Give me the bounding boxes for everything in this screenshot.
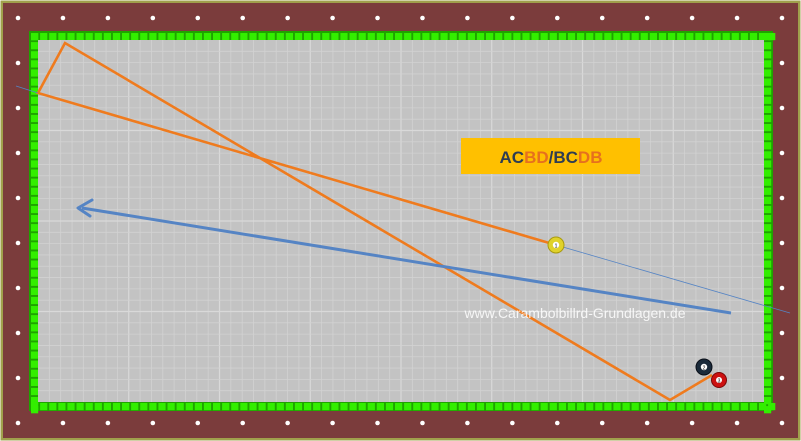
watermark-text: www.Carambolbillrd-Grundlagen.de — [464, 305, 686, 321]
cue-ball-path — [36, 41, 713, 402]
object-ball-path — [81, 206, 732, 315]
ball-2-number: 2 — [703, 366, 706, 372]
title-box — [461, 138, 640, 174]
arrow-head-icon — [76, 198, 94, 218]
ball-1: 1 — [547, 236, 565, 254]
ball-2: 2 — [695, 358, 713, 376]
rail-diamonds — [15, 15, 785, 426]
aim-line-left — [15, 85, 39, 94]
ball-3-number: 3 — [718, 378, 721, 384]
aim-line-right — [555, 244, 791, 314]
title-label: ACBD/BCDB — [500, 148, 603, 167]
ball-1-number: 1 — [555, 244, 558, 250]
cushion-squares — [31, 33, 776, 414]
ball-3: 3 — [711, 372, 727, 388]
